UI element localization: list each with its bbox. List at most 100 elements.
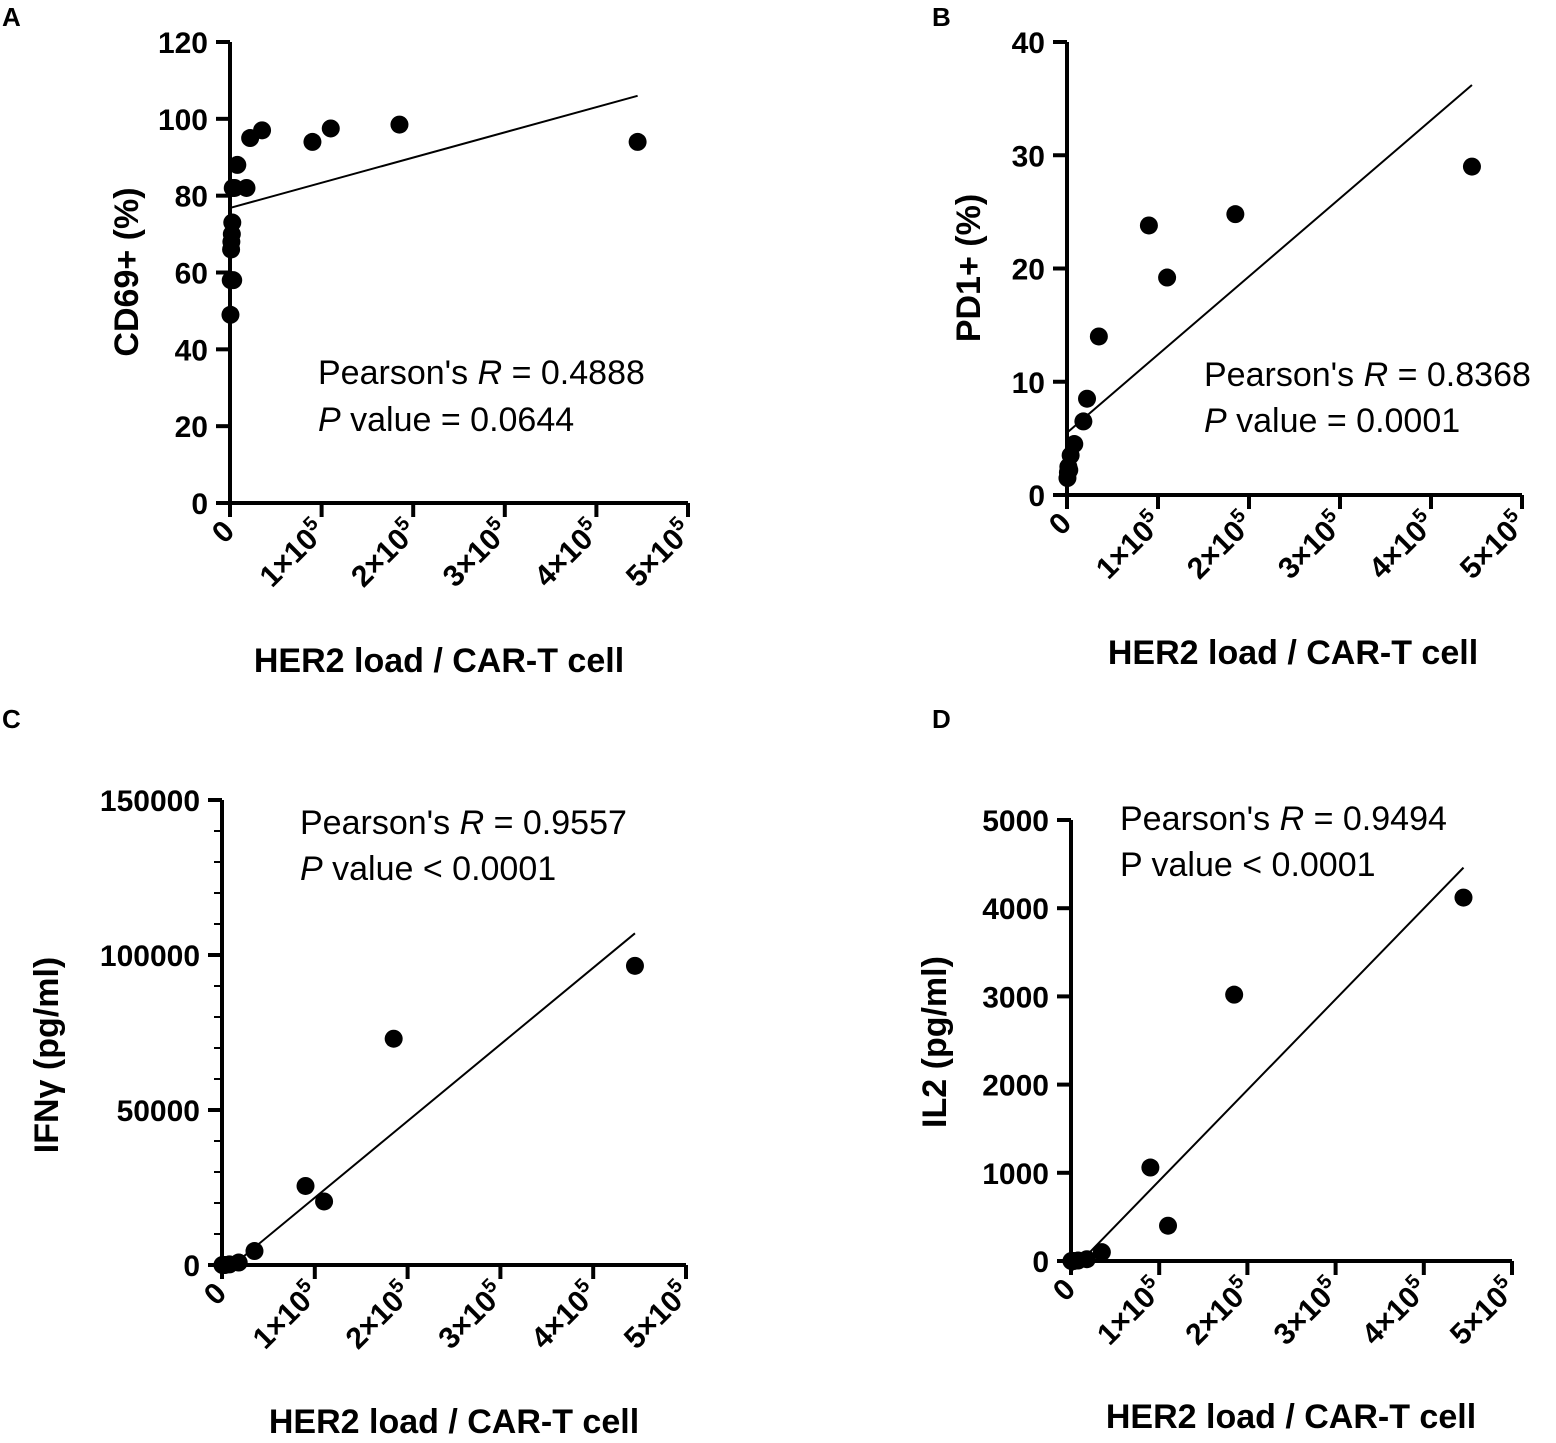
chart-panel-a: A 0 20 40 60 80 100 120 0 1×105 2×105 3×105 4×105 5×1… (2, 2, 699, 680)
x-tick-label: 4×105 (523, 1274, 604, 1355)
y-tick-label: 50000 (117, 1095, 200, 1128)
stat-suffix: value = 0.0001 (1227, 402, 1460, 440)
x-tick-label: 3×105 (1265, 1270, 1346, 1351)
stat-italic: P (1204, 402, 1227, 440)
regression-line (221, 932, 636, 1276)
panel-letter: C (2, 704, 21, 734)
stat-suffix: = 0.4888 (502, 354, 645, 392)
y-tick-label: 150000 (100, 785, 200, 818)
x-tick-label: 1×105 (251, 512, 332, 593)
y-tick-label: 20 (1012, 254, 1045, 287)
data-point (224, 271, 243, 290)
x-tick-label: 2×105 (343, 512, 424, 593)
x-tick-label: 3×105 (1270, 504, 1351, 585)
regression-line (1066, 84, 1473, 434)
x-tick-label: 2×105 (1179, 504, 1260, 585)
y-tick-label: 4000 (982, 893, 1049, 926)
y-tick-label: 2000 (982, 1070, 1049, 1103)
p-value-text: P value = 0.0001 (1204, 402, 1460, 440)
y-tick-label: 100000 (100, 940, 200, 973)
x-axis-title: HER2 load / CAR-T cell (254, 642, 624, 680)
y-tick-label: 10 (1012, 367, 1045, 400)
regression-line (229, 94, 638, 209)
data-point (221, 305, 240, 324)
panel-letter: D (932, 704, 951, 734)
y-axis-title: IFNγ (pg/ml) (28, 957, 66, 1153)
panel-letter: B (932, 2, 951, 32)
data-point (628, 132, 647, 151)
stat-italic: R (478, 354, 503, 392)
x-tick-label: 4×105 (1354, 1270, 1435, 1351)
data-point (1139, 216, 1158, 235)
data-point (1454, 888, 1473, 907)
data-point (1462, 157, 1481, 176)
stat-italic: P (300, 850, 323, 888)
x-tick-label: 5×105 (616, 1274, 697, 1355)
y-tick-label: 80 (175, 181, 208, 214)
y-tick-label: 40 (175, 334, 208, 367)
y-tick-label: 30 (1012, 140, 1045, 173)
data-point (1065, 435, 1084, 454)
data-point (390, 115, 409, 134)
y-tick-label: 100 (158, 104, 208, 137)
x-axis-title: HER2 load / CAR-T cell (269, 1403, 639, 1441)
x-tick-label: 0 (1047, 1273, 1082, 1308)
data-point (384, 1029, 403, 1048)
x-tick-base: 0 (1043, 507, 1078, 542)
data-point (1092, 1243, 1111, 1262)
x-tick-base: 0 (1047, 1273, 1082, 1308)
y-tick-label: 0 (1028, 480, 1045, 513)
y-tick-label: 3000 (982, 981, 1049, 1014)
stat-suffix: = 0.9557 (484, 804, 627, 842)
y-tick-label: 20 (175, 411, 208, 444)
chart-panel-c: C 0 50000 100000 150000 0 1×105 2×105 3×105 4×105… (2, 704, 697, 1441)
y-tick-label: 120 (158, 27, 208, 60)
x-tick-label: 3×105 (435, 512, 516, 593)
stat-italic: R (460, 804, 485, 842)
x-axis-title: HER2 load / CAR-T cell (1106, 1398, 1476, 1436)
y-axis-title: CD69+ (%) (108, 187, 146, 356)
chart-panel-b: B 0 10 20 30 40 0 1×105 2×105 3×105 4×105 5×105 HER2… (932, 2, 1531, 672)
x-tick-label: 1×105 (1089, 1270, 1170, 1351)
data-point (253, 121, 272, 140)
p-value-text: P value = 0.0644 (318, 401, 574, 439)
stat-prefix: P value < 0.0001 (1120, 846, 1376, 884)
pearson-r-text: Pearson's R = 0.4888 (318, 354, 645, 392)
data-point (1141, 1158, 1160, 1177)
pearson-r-text: Pearson's R = 0.9557 (300, 804, 627, 842)
data-point (223, 213, 242, 232)
y-tick-label: 60 (175, 258, 208, 291)
x-tick-label: 0 (1043, 507, 1078, 542)
x-tick-label: 5×105 (1442, 1270, 1523, 1351)
x-axis-title: HER2 load / CAR-T cell (1108, 634, 1478, 672)
stat-prefix: Pearson's (300, 804, 460, 842)
y-tick-label: 0 (191, 488, 208, 521)
y-tick-label: 0 (1032, 1246, 1049, 1279)
pearson-r-text: Pearson's R = 0.8368 (1204, 356, 1531, 394)
x-tick-label: 3×105 (430, 1274, 511, 1355)
x-tick-label: 2×105 (337, 1274, 418, 1355)
data-point (229, 1253, 248, 1272)
stat-suffix: value < 0.0001 (323, 850, 556, 888)
data-point (1225, 985, 1244, 1004)
stat-suffix: = 0.8368 (1388, 356, 1531, 394)
stat-italic: R (1280, 800, 1305, 838)
panel-letter: A (2, 2, 21, 32)
data-point (237, 178, 256, 197)
data-point (296, 1176, 315, 1195)
x-tick-label: 2×105 (1177, 1270, 1258, 1351)
data-point (1074, 412, 1093, 431)
stat-suffix: value = 0.0644 (341, 401, 574, 439)
data-point (1158, 268, 1177, 287)
y-axis-title: PD1+ (%) (950, 194, 988, 342)
data-point (1226, 205, 1245, 224)
x-tick-label: 4×105 (526, 512, 607, 593)
stat-prefix: Pearson's (1120, 800, 1280, 838)
x-tick-label: 0 (198, 1277, 233, 1312)
data-point (1078, 389, 1097, 408)
x-tick-label: 5×105 (618, 512, 699, 593)
y-tick-label: 1000 (982, 1158, 1049, 1191)
stat-suffix: = 0.9494 (1304, 800, 1447, 838)
